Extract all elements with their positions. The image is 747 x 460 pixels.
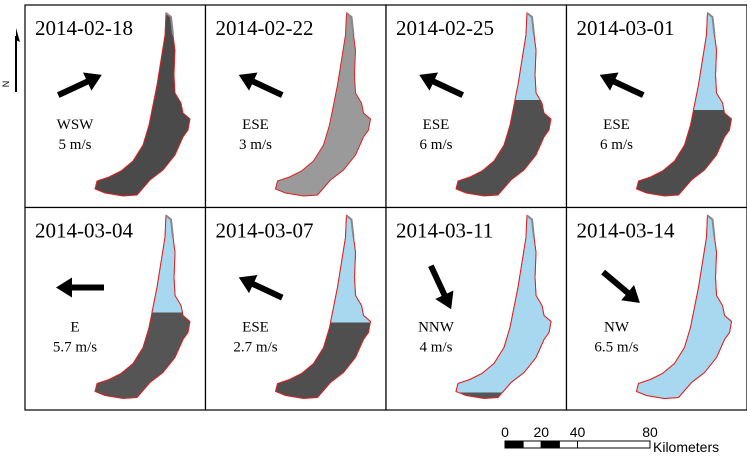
scale-segment: [559, 441, 577, 448]
scale-segment: [523, 441, 541, 448]
panel: 2014-02-18 WSW 5 m/s: [25, 5, 206, 208]
wind-speed: 4 m/s: [420, 340, 453, 356]
scale-label: 20: [533, 424, 549, 440]
wind-direction: ESE: [242, 117, 269, 133]
wind-direction: NNW: [418, 320, 455, 336]
wind-direction: ESE: [603, 117, 630, 133]
panel-date: 2014-03-11: [396, 219, 493, 243]
panel: 2014-03-01 ESE 6 m/s: [567, 5, 747, 208]
panel: 2014-03-07 ESE 2.7 m/s: [206, 208, 387, 411]
scale-segment: [505, 441, 523, 448]
wind-direction: ESE: [423, 117, 450, 133]
scale-label: 40: [570, 424, 586, 440]
panel-date: 2014-03-04: [35, 219, 133, 243]
panel-date: 2014-03-14: [577, 219, 675, 243]
panel-date: 2014-02-18: [35, 16, 133, 40]
wind-speed: 2.7 m/s: [233, 340, 277, 356]
wind-speed: 3 m/s: [239, 137, 272, 153]
wind-speed: 6 m/s: [600, 137, 633, 153]
north-label: N: [1, 81, 11, 88]
figure: N 2014-02-18WSW5 m/s2014-02-22ESE3 m/s20…: [0, 0, 747, 460]
panel: 2014-03-04 E 5.7 m/s: [25, 208, 206, 411]
wind-direction: ESE: [242, 320, 269, 336]
scale-segment: [578, 441, 651, 448]
panel-date: 2014-02-22: [216, 16, 314, 40]
panel-date: 2014-03-01: [577, 16, 675, 40]
wind-speed: 5 m/s: [59, 137, 92, 153]
wind-speed: 6.5 m/s: [594, 340, 638, 356]
wind-direction: E: [70, 320, 79, 336]
panel: 2014-03-11 NNW 4 m/s: [386, 208, 567, 411]
panel: 2014-02-25 ESE 6 m/s: [386, 5, 567, 208]
scale-label: 80: [642, 424, 658, 440]
wind-speed: 5.7 m/s: [53, 340, 97, 356]
panel-date: 2014-02-25: [396, 16, 494, 40]
scale-label: 0: [501, 424, 509, 440]
wind-speed: 6 m/s: [420, 137, 453, 153]
scale-unit: Kilometers: [653, 439, 719, 455]
north-arrow-head: [16, 28, 20, 42]
north-arrow: N: [1, 28, 20, 92]
wind-direction: NW: [604, 320, 630, 336]
scale-segment: [541, 441, 559, 448]
wind-direction: WSW: [57, 117, 95, 133]
panel: 2014-02-22 ESE 3 m/s: [206, 5, 387, 208]
panel: 2014-03-14 NW 6.5 m/s: [567, 208, 747, 411]
panel-date: 2014-03-07: [216, 219, 314, 243]
